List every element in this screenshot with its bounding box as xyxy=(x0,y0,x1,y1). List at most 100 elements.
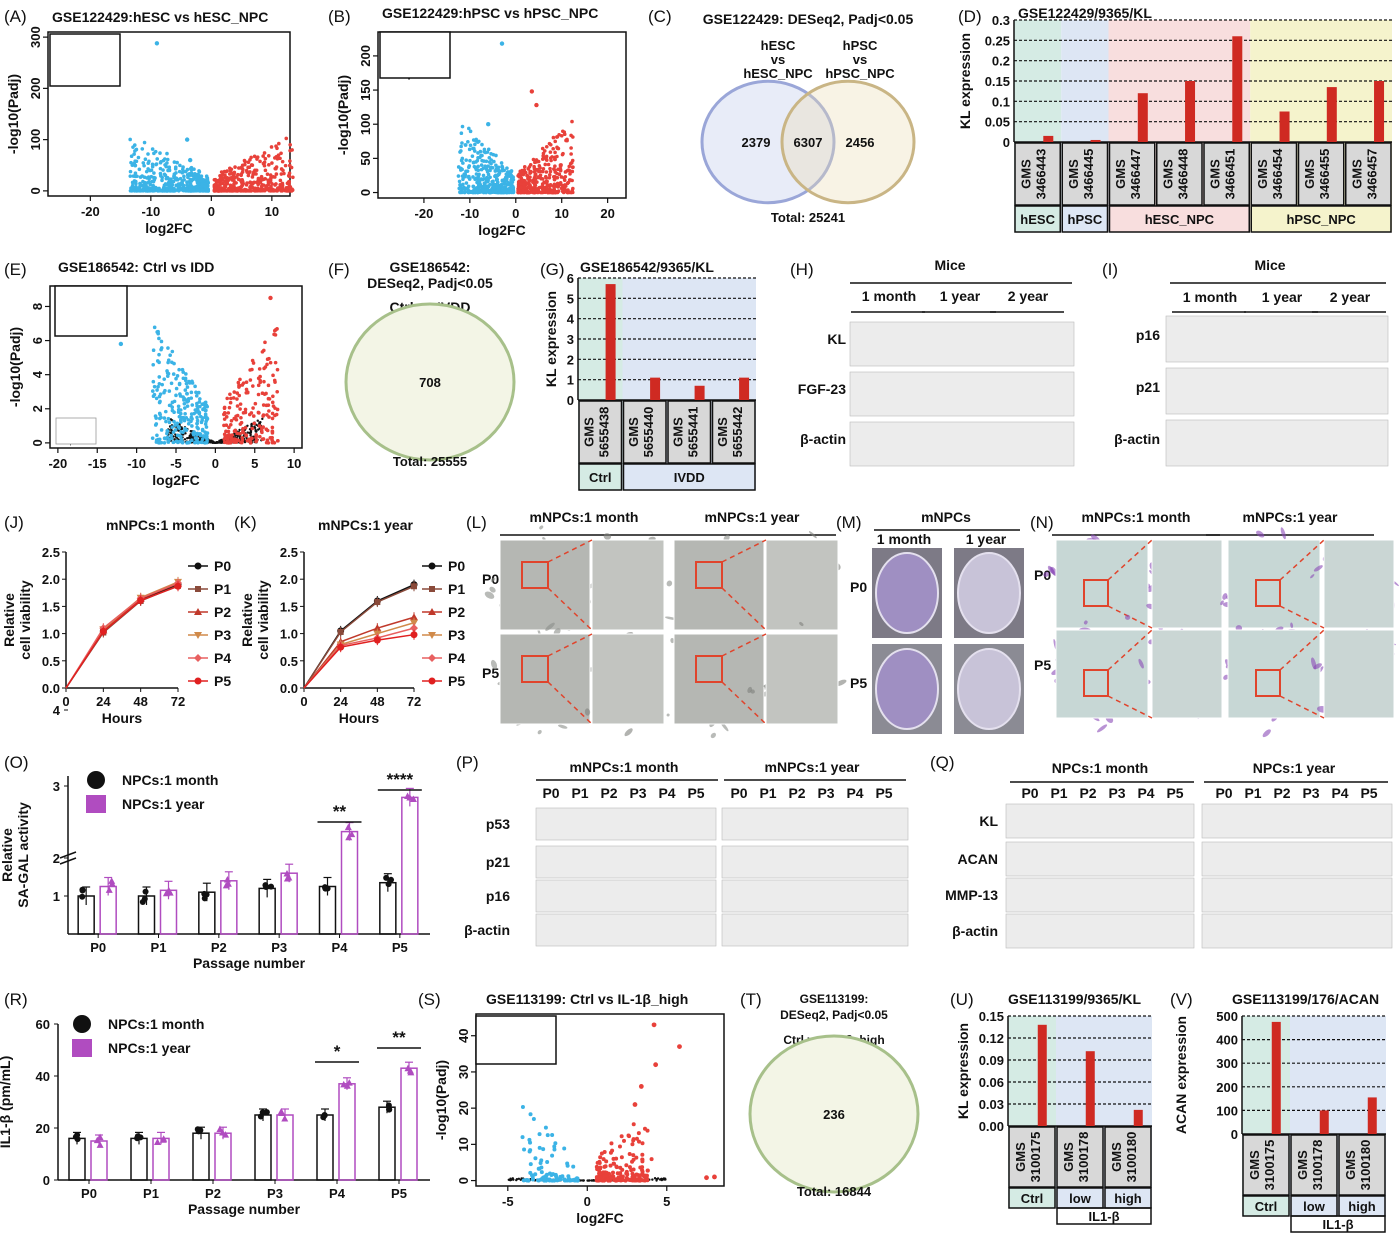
micrograph-N-zoom-bg xyxy=(1323,629,1395,719)
point-down xyxy=(177,382,182,387)
point-down xyxy=(182,397,187,401)
x-tick-label: 10 xyxy=(265,204,279,219)
point-down xyxy=(202,184,207,188)
legend-swatch-1year xyxy=(86,795,106,813)
point-up xyxy=(630,1159,635,1164)
point-up xyxy=(534,187,539,192)
sample-label: 3466457 xyxy=(1364,149,1379,200)
point-up xyxy=(262,151,267,155)
point-down xyxy=(196,173,201,178)
point-ns xyxy=(651,1178,654,1181)
blot-lane-label: P1 xyxy=(571,785,588,801)
point-down xyxy=(524,1178,529,1183)
venn-total: Total: 25241 xyxy=(771,210,845,225)
point-up xyxy=(248,180,253,184)
point-down xyxy=(181,376,186,381)
blot-col-label: 1 month xyxy=(1183,289,1237,305)
sample-label: GMS xyxy=(1343,1150,1358,1180)
point-up xyxy=(538,175,542,180)
point-up xyxy=(279,167,284,171)
point-down xyxy=(164,419,168,424)
legend-marker xyxy=(429,586,435,592)
plot-frame-A xyxy=(47,31,291,197)
x-tick-label: P5 xyxy=(392,940,408,955)
blot-lane-label: P3 xyxy=(1108,785,1125,801)
point-down xyxy=(195,437,199,442)
point-up xyxy=(259,178,264,182)
point-down xyxy=(142,163,146,168)
point-up xyxy=(273,328,278,332)
point-up xyxy=(532,182,537,187)
point-up xyxy=(556,146,561,151)
legend-marker xyxy=(428,562,436,570)
point-down xyxy=(170,189,175,193)
sample-label: 3100180 xyxy=(1124,1132,1139,1183)
point-down xyxy=(133,149,137,153)
x-tick-label: 72 xyxy=(171,694,185,709)
point-down xyxy=(166,346,170,350)
image-group: mNPCs xyxy=(921,509,971,525)
point-down xyxy=(539,1170,544,1175)
micrograph-L-zoom-bg xyxy=(765,539,839,631)
point-up xyxy=(526,167,531,171)
point-up xyxy=(257,367,262,371)
point-down xyxy=(152,187,156,192)
point-down xyxy=(492,184,496,189)
point-down xyxy=(467,176,472,181)
replicate-point xyxy=(72,1133,79,1140)
point-ns xyxy=(180,427,184,431)
point-up xyxy=(221,172,225,177)
series-line xyxy=(65,585,179,689)
point-up xyxy=(570,119,574,124)
sample-label: 3100175 xyxy=(1028,1132,1043,1183)
point-down xyxy=(189,412,194,416)
point-up xyxy=(549,190,554,194)
point-up xyxy=(274,412,279,417)
sample-label: 3466455 xyxy=(1317,149,1332,200)
blot-strip xyxy=(721,879,909,913)
set-name: vs xyxy=(853,52,867,67)
venn-count-1: 2379 xyxy=(742,135,771,150)
image-col-label: 1 month xyxy=(877,531,931,547)
sample-label: GMS xyxy=(1061,1142,1076,1172)
y-tick-label: 1 xyxy=(53,889,60,904)
venn-total: Total: 16844 xyxy=(797,1184,872,1199)
point-up xyxy=(276,186,280,190)
cell xyxy=(537,729,542,735)
panel-label-D: (D) xyxy=(958,7,982,26)
cell xyxy=(539,525,544,530)
y-axis-label: -log10(Padj) xyxy=(335,75,351,155)
point-down xyxy=(483,184,488,189)
point-down xyxy=(168,403,173,408)
series-P0 xyxy=(65,581,182,689)
point-up xyxy=(545,182,550,187)
series-P3 xyxy=(65,578,182,689)
point-down xyxy=(466,165,471,170)
significance-label: **** xyxy=(387,770,414,789)
point-up xyxy=(555,135,559,139)
y-tick-label: 30 xyxy=(456,1065,471,1079)
point-up xyxy=(248,170,252,174)
point-down xyxy=(174,376,178,381)
point-down xyxy=(167,165,172,170)
sample-label: GMS xyxy=(1349,159,1364,189)
point-down xyxy=(175,160,179,165)
point-up xyxy=(279,151,283,156)
blot-col-label: 1 year xyxy=(1262,289,1303,305)
point-down xyxy=(182,174,186,179)
y-tick-label: 1.5 xyxy=(42,599,60,614)
point-up xyxy=(552,187,557,192)
point-up xyxy=(270,411,275,416)
blot-col-label: 2 year xyxy=(1008,288,1049,304)
point-up xyxy=(571,186,575,191)
blot-row-label: ACAN xyxy=(958,851,998,867)
legend-label: NPCs:1 year xyxy=(122,796,205,812)
point-up xyxy=(263,168,268,173)
sample-label: 5655442 xyxy=(730,407,745,458)
point-up xyxy=(568,178,573,182)
point-down xyxy=(552,1178,557,1183)
point-down xyxy=(502,181,507,185)
legend-label: NPCs:1 year xyxy=(108,1040,191,1056)
point-down xyxy=(202,406,207,411)
point-down xyxy=(536,1178,541,1183)
